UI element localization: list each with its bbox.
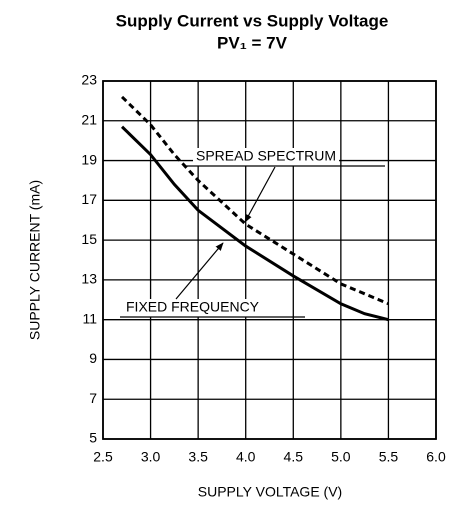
x-tick-label: 4.0 bbox=[236, 449, 256, 465]
x-tick-label: 3.0 bbox=[141, 449, 161, 465]
label-bg bbox=[123, 299, 263, 317]
legend-label: SPREAD SPECTRUM bbox=[196, 148, 336, 164]
x-tick-label: 2.5 bbox=[93, 449, 113, 465]
y-tick-label: 11 bbox=[82, 310, 97, 326]
y-tick-label: 15 bbox=[81, 231, 97, 247]
y-tick-label: 5 bbox=[89, 430, 97, 446]
plot-frame bbox=[102, 80, 437, 440]
chart-title: Supply Current vs Supply Voltage bbox=[116, 11, 389, 30]
y-tick-label: 13 bbox=[81, 271, 97, 287]
label-arrow bbox=[244, 166, 276, 223]
data-line bbox=[120, 95, 390, 306]
x-tick-label: 3.5 bbox=[188, 449, 208, 465]
label-arrow bbox=[175, 242, 224, 300]
x-tick-label: 6.0 bbox=[426, 449, 446, 465]
legend-label: FIXED FREQUENCY bbox=[126, 299, 260, 315]
x-axis-label: SUPPLY VOLTAGE (V) bbox=[198, 484, 342, 500]
y-tick-label: 9 bbox=[89, 350, 97, 366]
x-tick-label: 5.5 bbox=[379, 449, 399, 465]
y-tick-label: 17 bbox=[81, 191, 97, 207]
y-tick-label: 21 bbox=[81, 111, 97, 127]
y-tick-label: 7 bbox=[89, 390, 97, 406]
y-tick-label: 23 bbox=[81, 72, 97, 88]
label-bg bbox=[193, 148, 340, 166]
x-tick-label: 4.5 bbox=[284, 449, 304, 465]
chart-subtitle: PV₁ = 7V bbox=[217, 33, 288, 52]
y-tick-label: 19 bbox=[81, 151, 97, 167]
data-line bbox=[120, 125, 389, 322]
y-axis-label: SUPPLY CURRENT (mA) bbox=[27, 180, 43, 340]
x-tick-label: 5.0 bbox=[331, 449, 351, 465]
